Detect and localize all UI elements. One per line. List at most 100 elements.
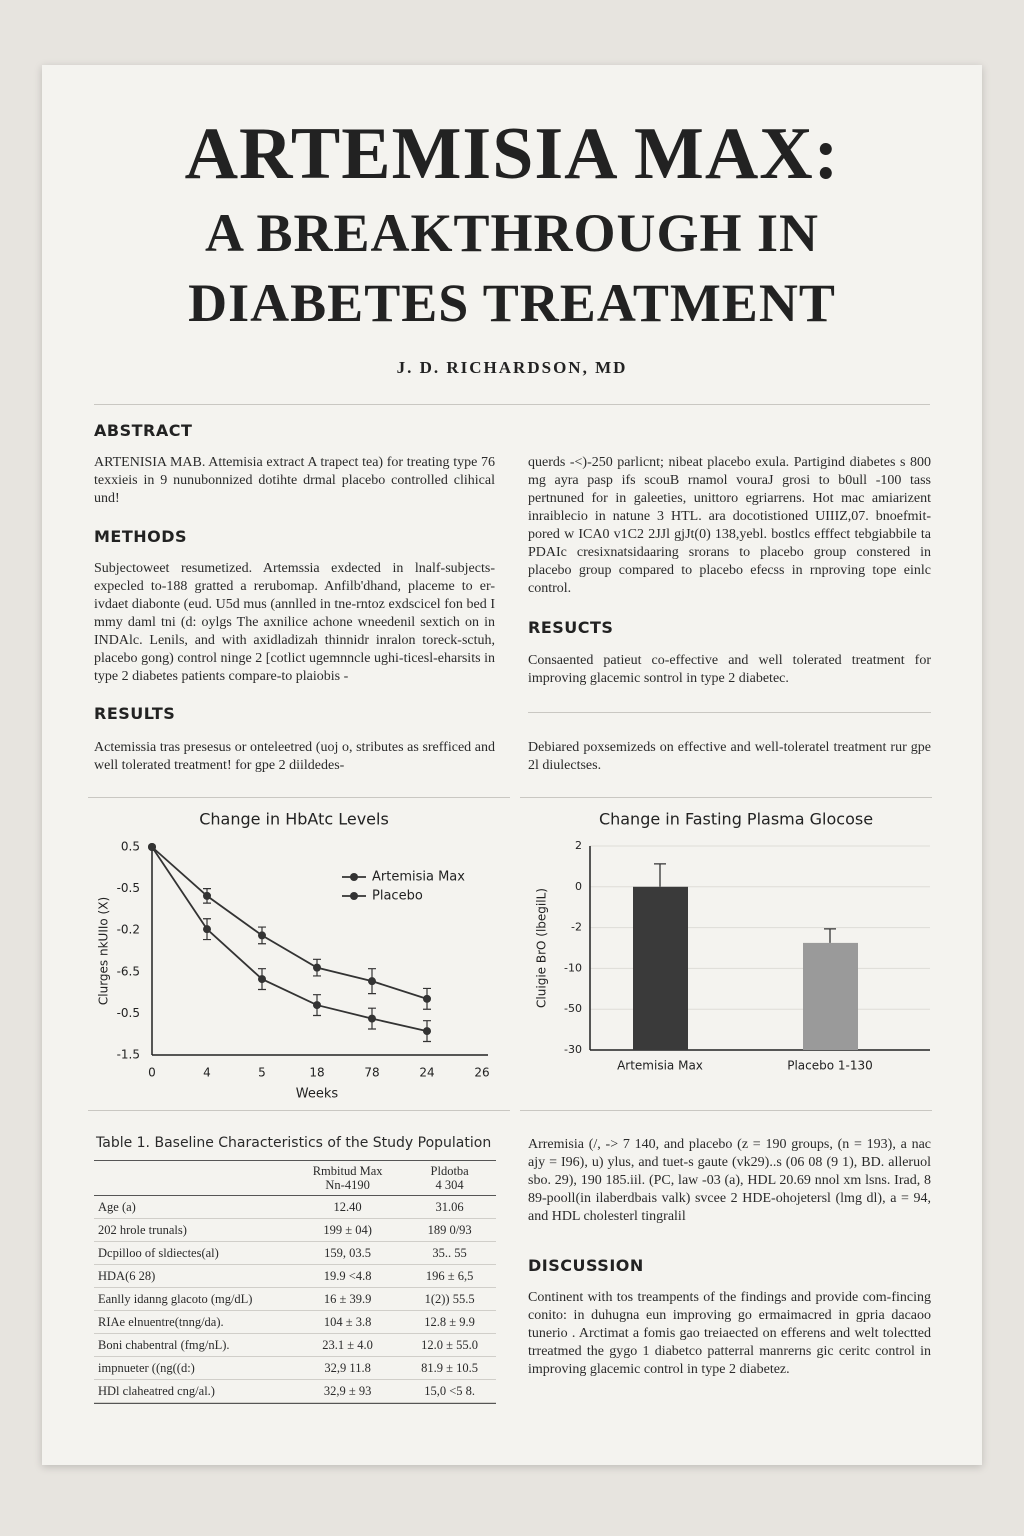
row-label: Age (a): [94, 1195, 292, 1219]
summary: Arremisia (/, -> 7 140, and placebo (z =…: [528, 1137, 931, 1224]
table-cell: 32,9 11.8: [292, 1356, 404, 1380]
row-label: 202 hrole trunals): [94, 1218, 292, 1242]
column-count: Nn-4190: [325, 1178, 370, 1192]
section-text: Subjectoweet resumetized. Artemssia exde…: [94, 561, 495, 684]
x-tick-label: Placebo 1-130: [787, 1059, 873, 1073]
bar: [633, 886, 688, 1050]
section-text: ARTENISIA MAB. Attemisia extract A trape…: [94, 455, 495, 506]
data-point: [258, 931, 266, 940]
section-text: querds -<)-250 parlicnt; nibeat placebo …: [528, 455, 931, 596]
table-row: HDA(6 28) 19.9 <4.8 196 ± 6,5: [94, 1264, 496, 1288]
section-text: Actemissia tras presesus or onteleetred …: [94, 740, 495, 773]
y-tick-label: -0.2: [117, 923, 140, 937]
table-row: impnueter ((ng((d:) 32,9 11.8 81.9 ± 10.5: [94, 1356, 496, 1380]
table-cell: 35.. 55: [403, 1241, 496, 1265]
rule: [94, 404, 930, 405]
column-header: Pldotba 4 304: [403, 1161, 496, 1196]
y-tick-label: -0.5: [117, 881, 140, 895]
y-tick-label: -50: [564, 1002, 582, 1015]
data-point: [148, 843, 156, 851]
y-tick-label: -30: [564, 1043, 582, 1056]
row-label: HDA(6 28): [94, 1264, 292, 1288]
series-line: [151, 846, 428, 1032]
x-tick-label: 4: [203, 1066, 211, 1080]
x-tick-label: 18: [309, 1066, 324, 1080]
table: Rmbitud Max Nn-4190 Pldotba 4 304 Age (a) 12.…: [94, 1161, 496, 1403]
section-heading: ABSTRACT: [94, 421, 193, 440]
section-heading: DISCUSSION: [528, 1256, 644, 1275]
table-cell: 104 ± 3.8: [292, 1310, 404, 1334]
y-tick-label: -10: [564, 961, 582, 974]
rule: [520, 1110, 932, 1111]
bar: [803, 942, 858, 1050]
y-tick-label: 0: [575, 880, 582, 893]
error-bar: [654, 863, 666, 887]
rule: [520, 797, 932, 798]
row-label: Boni chabentral (fmg/nL).: [94, 1333, 292, 1357]
x-tick-label: 26: [474, 1066, 489, 1080]
table-cell: 81.9 ± 10.5: [403, 1356, 496, 1380]
table-cell: 12.8 ± 9.9: [403, 1310, 496, 1334]
legend-marker: [350, 873, 358, 881]
table-cell: 19.9 <4.8: [292, 1264, 404, 1288]
table-cell: 12.40: [292, 1195, 404, 1219]
table-cell: 159, 03.5: [292, 1241, 404, 1265]
title-line: ARTEMISIA MAX:: [184, 113, 840, 195]
column-name: Rmbitud Max: [312, 1164, 383, 1178]
table-cell: 32,9 ± 93: [292, 1379, 404, 1403]
column-count: 4 304: [435, 1178, 464, 1192]
data-point: [203, 891, 211, 900]
section-text: Continent with tos treampents of the fin…: [528, 1290, 931, 1377]
y-tick-label: 0.5: [121, 840, 140, 854]
rule: [528, 712, 931, 713]
column-header: Rmbitud Max Nn-4190: [292, 1161, 404, 1196]
data-point: [423, 994, 431, 1003]
legend-label: Artemisia Max: [372, 870, 465, 885]
table-title: Table 1. Baseline Characteristics of the…: [96, 1135, 492, 1151]
x-tick-label: 0: [148, 1066, 156, 1080]
x-tick-label: 78: [364, 1066, 379, 1080]
table-wrap: Rmbitud Max Nn-4190 Pldotba 4 304 Age (a) 12.…: [94, 1160, 496, 1404]
line-chart: Change in HbAtc Levels 0.5 -0.5 -0.2 -6.5 -0.…: [97, 810, 490, 1102]
section-heading: METHODS: [94, 527, 188, 546]
data-point: [368, 977, 376, 986]
data-point: [313, 963, 321, 972]
table-row: RIAe elnuentre(tnng/da). 104 ± 3.8 12.8 ± …: [94, 1310, 496, 1334]
error-bar: [824, 928, 836, 943]
chart-title: Change in HbAtc Levels: [199, 810, 389, 829]
row-label: impnueter ((ng((d:): [94, 1356, 292, 1380]
table-row: HDl claheatred cng/al.) 32,9 ± 93 15,0 <5 …: [94, 1379, 496, 1403]
x-tick-label: 5: [258, 1066, 266, 1080]
series-line: [151, 846, 428, 1000]
rule: [88, 1110, 510, 1111]
rule: [88, 797, 510, 798]
table-row: Eanlly idanng glacoto (mg/dL) 16 ± 39.9 1(…: [94, 1287, 496, 1311]
table-cell: 15,0 <5 8.: [403, 1379, 496, 1403]
section-text: Debiared poxsemizeds on effective and we…: [528, 740, 931, 773]
data-point: [313, 1001, 321, 1010]
y-tick-label: -2: [571, 921, 582, 934]
title-line: A BREAKTHROUGH IN: [204, 203, 820, 263]
data-point: [258, 975, 266, 984]
x-tick-label: 24: [419, 1066, 434, 1080]
section-heading: RESUCTS: [528, 618, 614, 637]
author: J. D. RICHARDSON, MD: [396, 358, 628, 377]
y-tick-label: -0.5: [117, 1006, 140, 1020]
table-row: Dcpilloo of sldiectes(al) 159, 03.5 35.. 5…: [94, 1241, 496, 1265]
table-corner: [94, 1161, 292, 1196]
legend-label: Placebo: [372, 889, 423, 904]
title-line: DIABETES TREATMENT: [188, 273, 836, 333]
y-tick-label: -1.5: [117, 1048, 140, 1062]
table-cell: 196 ± 6,5: [403, 1264, 496, 1288]
y-axis-label: Clurges nkUIIo (X): [97, 897, 111, 1005]
table-cell: 199 ± 04): [292, 1218, 404, 1242]
table-row: Boni chabentral (fmg/nL). 23.1 ± 4.0 12.0 …: [94, 1333, 496, 1357]
bar-chart: Change in Fasting Plasma Glocose 2 0 -2 -10 -…: [535, 810, 930, 1073]
section-text: Consaented patieut co-effective and well…: [528, 653, 931, 686]
row-label: Dcpilloo of sldiectes(al): [94, 1241, 292, 1265]
chart-title: Change in Fasting Plasma Glocose: [599, 810, 873, 829]
table-row: 202 hrole trunals) 199 ± 04) 189 0/93: [94, 1218, 496, 1242]
column-name: Pldotba: [430, 1164, 469, 1178]
table-cell: 16 ± 39.9: [292, 1287, 404, 1311]
